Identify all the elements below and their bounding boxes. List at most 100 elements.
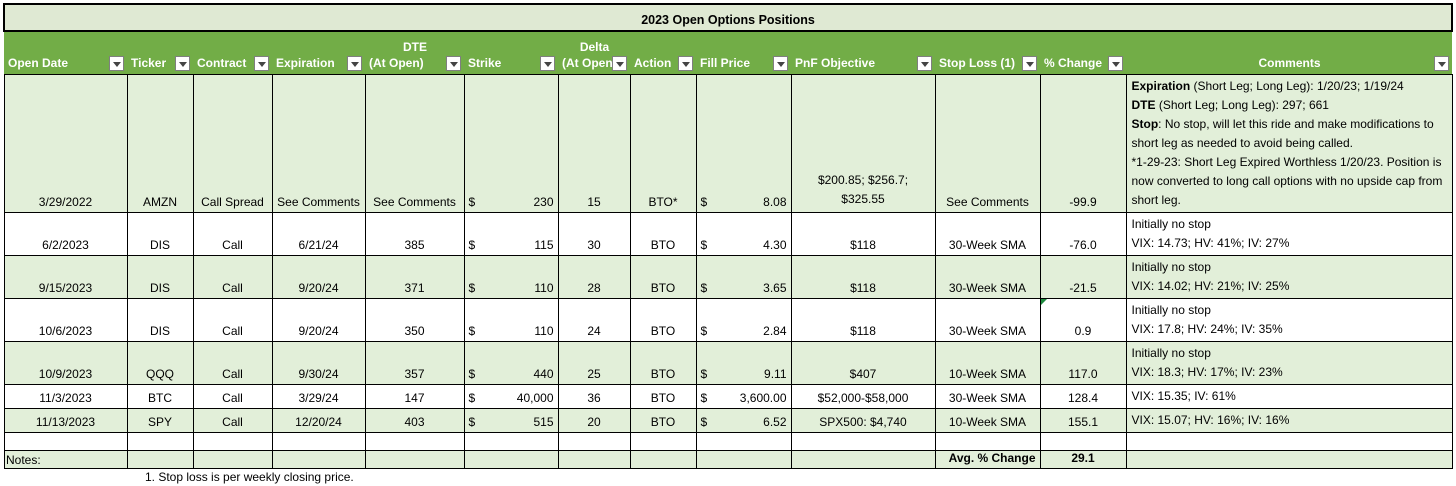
cell-expiration[interactable]: See Comments	[271, 74, 366, 213]
cell-ticker[interactable]: DIS	[126, 298, 194, 342]
cell-delta[interactable]: 36	[557, 384, 631, 409]
column-header-6[interactable]: Delta (At Open	[558, 31, 630, 75]
cell-fill-price[interactable]: $3,600.00	[695, 384, 792, 409]
column-header-9[interactable]: PnF Objective	[791, 31, 935, 75]
empty-cell[interactable]	[1039, 432, 1127, 451]
cell-pnf-objective[interactable]: $118	[790, 255, 936, 299]
column-header-7[interactable]: Action	[630, 31, 696, 75]
empty-cell[interactable]	[3, 450, 128, 469]
empty-cell[interactable]	[557, 432, 631, 451]
cell-comments[interactable]: Initially no stop VIX: 17.8; HV: 24%; IV:…	[1125, 298, 1453, 342]
cell-contract[interactable]: Call Spread	[192, 74, 273, 213]
filter-dropdown-icon[interactable]	[1108, 56, 1123, 71]
cell-percent-change[interactable]: -99.9	[1039, 74, 1127, 213]
empty-cell[interactable]	[934, 432, 1041, 451]
empty-cell[interactable]	[463, 450, 559, 469]
cell-contract[interactable]: Call	[192, 298, 273, 342]
empty-cell[interactable]	[271, 450, 366, 469]
cell-percent-change[interactable]: 128.4	[1039, 384, 1127, 409]
empty-cell[interactable]	[126, 432, 194, 451]
cell-percent-change[interactable]: 0.9	[1039, 298, 1127, 342]
cell-stop-loss[interactable]: 30-Week SMA	[934, 384, 1041, 409]
cell-expiration[interactable]: 12/20/24	[271, 408, 366, 433]
cell-delta[interactable]: 30	[557, 212, 631, 256]
cell-stop-loss[interactable]: 30-Week SMA	[934, 255, 1041, 299]
cell-fill-price[interactable]: $6.52	[695, 408, 792, 433]
cell-stop-loss[interactable]: 30-Week SMA	[934, 298, 1041, 342]
filter-dropdown-icon[interactable]	[109, 56, 124, 71]
empty-cell[interactable]	[790, 450, 936, 469]
cell-strike[interactable]: $110	[463, 255, 559, 299]
cell-dte[interactable]: 147	[364, 384, 465, 409]
cell-comments[interactable]: Expiration (Short Leg; Long Leg): 1/20/2…	[1125, 74, 1453, 213]
filter-dropdown-icon[interactable]	[446, 56, 461, 71]
filter-dropdown-icon[interactable]	[1022, 56, 1037, 71]
empty-cell[interactable]	[364, 432, 465, 451]
cell-percent-change[interactable]: -21.5	[1039, 255, 1127, 299]
cell-delta[interactable]: 25	[557, 341, 631, 385]
cell-open-date[interactable]: 9/15/2023	[3, 255, 128, 299]
cell-action[interactable]: BTO*	[629, 74, 697, 213]
filter-dropdown-icon[interactable]	[678, 56, 693, 71]
cell-ticker[interactable]: QQQ	[126, 341, 194, 385]
cell-strike[interactable]: $515	[463, 408, 559, 433]
cell-expiration[interactable]: 9/30/24	[271, 341, 366, 385]
cell-dte[interactable]: 371	[364, 255, 465, 299]
cell-pnf-objective[interactable]: SPX500: $4,740	[790, 408, 936, 433]
cell-fill-price[interactable]: $3.65	[695, 255, 792, 299]
column-header-1[interactable]: Ticker	[127, 31, 193, 75]
cell-delta[interactable]: 20	[557, 408, 631, 433]
cell-dte[interactable]: 357	[364, 341, 465, 385]
cell-stop-loss[interactable]: 30-Week SMA	[934, 212, 1041, 256]
cell-dte[interactable]: See Comments	[364, 74, 465, 213]
cell-ticker[interactable]: SPY	[126, 408, 194, 433]
filter-dropdown-icon[interactable]	[540, 56, 555, 71]
cell-fill-price[interactable]: $4.30	[695, 212, 792, 256]
empty-cell[interactable]	[1125, 450, 1453, 469]
cell-dte[interactable]: 385	[364, 212, 465, 256]
cell-strike[interactable]: $110	[463, 298, 559, 342]
empty-cell[interactable]	[1125, 432, 1453, 451]
cell-action[interactable]: BTO	[629, 341, 697, 385]
empty-cell[interactable]	[629, 450, 697, 469]
cell-strike[interactable]: $440	[463, 341, 559, 385]
empty-cell[interactable]	[463, 432, 559, 451]
filter-dropdown-icon[interactable]	[917, 56, 932, 71]
cell-ticker[interactable]: AMZN	[126, 74, 194, 213]
cell-ticker[interactable]: DIS	[126, 212, 194, 256]
cell-fill-price[interactable]: $9.11	[695, 341, 792, 385]
cell-comments[interactable]: Initially no stop VIX: 14.02; HV: 21%; IV…	[1125, 255, 1453, 299]
cell-open-date[interactable]: 3/29/2022	[3, 74, 128, 213]
cell-action[interactable]: BTO	[629, 408, 697, 433]
avg-change-value[interactable]: 29.1	[1039, 450, 1127, 469]
cell-stop-loss[interactable]: 10-Week SMA	[934, 341, 1041, 385]
cell-fill-price[interactable]: $2.84	[695, 298, 792, 342]
empty-cell[interactable]	[3, 432, 128, 451]
column-header-10[interactable]: Stop Loss (1)	[935, 31, 1040, 75]
cell-ticker[interactable]: BTC	[126, 384, 194, 409]
filter-dropdown-icon[interactable]	[254, 56, 269, 71]
cell-expiration[interactable]: 3/29/24	[271, 384, 366, 409]
cell-strike[interactable]: $115	[463, 212, 559, 256]
empty-cell[interactable]	[126, 450, 194, 469]
cell-expiration[interactable]: 9/20/24	[271, 298, 366, 342]
cell-pnf-objective[interactable]: $52,000-$58,000	[790, 384, 936, 409]
column-header-0[interactable]: Open Date	[4, 31, 127, 75]
cell-percent-change[interactable]: 155.1	[1039, 408, 1127, 433]
cell-fill-price[interactable]: $8.08	[695, 74, 792, 213]
column-header-5[interactable]: Strike	[464, 31, 558, 75]
cell-contract[interactable]: Call	[192, 384, 273, 409]
cell-dte[interactable]: 350	[364, 298, 465, 342]
column-header-3[interactable]: Expiration	[272, 31, 365, 75]
cell-expiration[interactable]: 6/21/24	[271, 212, 366, 256]
cell-comments[interactable]: Initially no stop VIX: 14.73; HV: 41%; IV…	[1125, 212, 1453, 256]
cell-pnf-objective[interactable]: $200.85; $256.7; $325.55	[790, 74, 936, 213]
cell-expiration[interactable]: 9/20/24	[271, 255, 366, 299]
empty-cell[interactable]	[557, 450, 631, 469]
column-header-4[interactable]: DTE (At Open)	[365, 31, 464, 75]
cell-open-date[interactable]: 10/6/2023	[3, 298, 128, 342]
cell-open-date[interactable]: 11/13/2023	[3, 408, 128, 433]
cell-action[interactable]: BTO	[629, 255, 697, 299]
cell-open-date[interactable]: 11/3/2023	[3, 384, 128, 409]
cell-action[interactable]: BTO	[629, 212, 697, 256]
